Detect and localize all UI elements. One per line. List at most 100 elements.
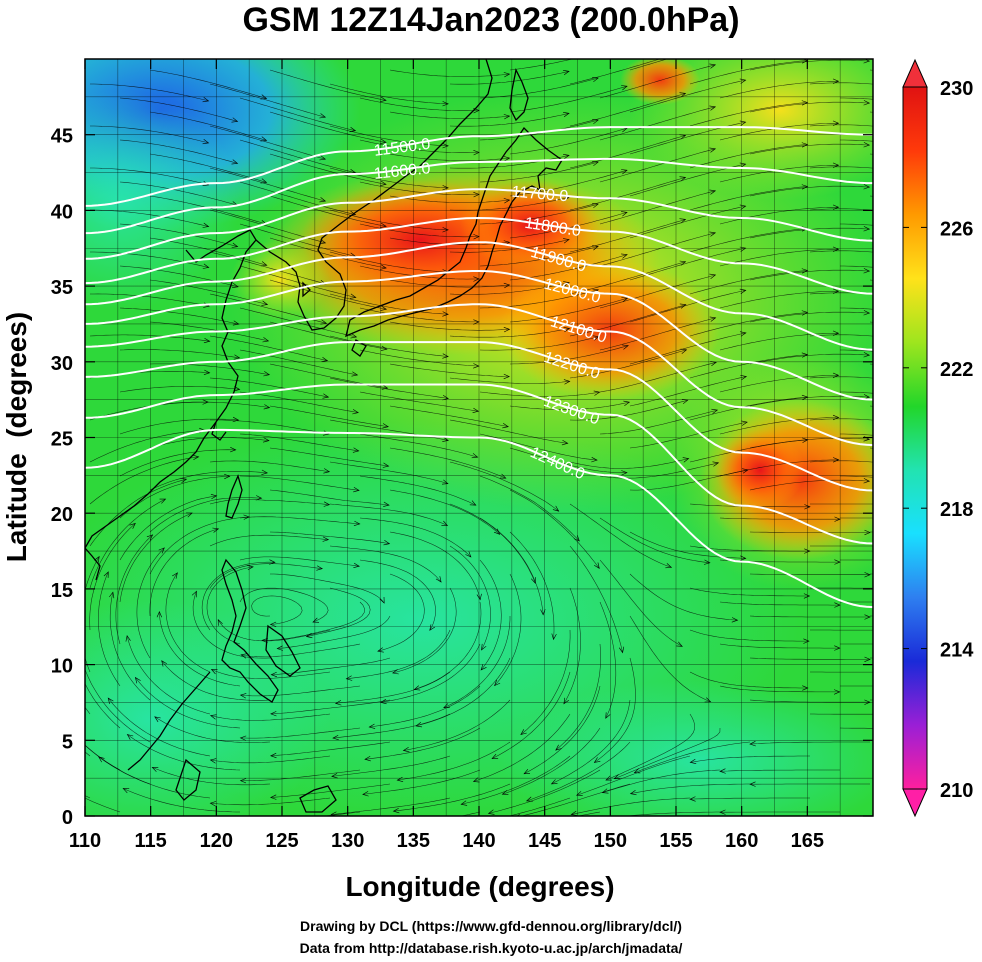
y-tick-label: 20: [51, 504, 73, 526]
streamline: [359, 559, 436, 631]
streamline: [239, 475, 360, 491]
streamline: [269, 153, 387, 185]
streamline: [809, 334, 873, 337]
streamline: [809, 418, 873, 421]
streamline: [389, 321, 510, 331]
streamline-arrow: [621, 169, 628, 175]
streamline-arrow: [801, 352, 809, 358]
streamline-arrow: [109, 591, 115, 599]
streamline-arrow: [229, 447, 237, 453]
streamline-arrow: [953, 110, 959, 115]
streamline-arrow: [740, 375, 748, 381]
streamline: [449, 419, 568, 444]
streamline: [749, 59, 870, 71]
streamline-arrow: [435, 576, 442, 583]
streamline: [154, 716, 271, 743]
streamline-arrow: [239, 778, 247, 784]
streamline-arrow: [833, 689, 841, 695]
x-tick-label: 125: [265, 830, 298, 852]
streamline: [840, 139, 873, 142]
streamline: [332, 713, 451, 739]
streamline-arrow: [593, 757, 601, 763]
streamline: [359, 475, 476, 506]
streamline: [269, 195, 387, 227]
streamline: [719, 206, 839, 225]
streamline-arrow: [322, 536, 330, 542]
streamline-arrow: [711, 408, 719, 414]
streamline: [271, 657, 391, 675]
streamline-arrow: [633, 768, 641, 774]
streamline: [119, 97, 238, 122]
streamline: [127, 734, 241, 771]
streamline: [594, 657, 636, 763]
streamline-arrow: [362, 791, 369, 797]
x-tick-label: 135: [397, 830, 430, 852]
streamline: [689, 228, 808, 253]
streamline: [123, 788, 240, 813]
streamline-arrow: [161, 660, 167, 667]
streamline-arrow: [801, 100, 809, 106]
streamline: [269, 111, 387, 143]
streamline: [749, 479, 870, 491]
streamline-arrow: [380, 698, 387, 705]
streamline: [749, 185, 870, 197]
streamline-arrow: [261, 469, 268, 475]
streamline: [369, 685, 481, 728]
y-tick-label: 35: [51, 277, 73, 299]
streamline-arrow: [832, 330, 840, 336]
streamline-arrow: [520, 729, 527, 735]
streamline: [749, 615, 870, 618]
streamline-arrow: [126, 734, 134, 740]
streamline-arrow: [270, 711, 277, 717]
streamline: [90, 83, 209, 102]
streamline-arrow: [679, 134, 687, 140]
streamline-arrow: [332, 734, 339, 741]
streamline-arrow: [471, 453, 479, 459]
streamline: [809, 166, 873, 169]
streamline-arrow: [955, 600, 961, 605]
streamline: [239, 433, 359, 452]
streamline: [555, 643, 601, 751]
streamline: [449, 113, 570, 127]
streamline-arrow: [601, 788, 609, 794]
streamline: [389, 405, 509, 427]
x-tick-label: 145: [528, 830, 561, 852]
streamline-arrow: [570, 810, 578, 816]
streamline-arrow: [676, 641, 683, 647]
streamline-arrow: [712, 461, 720, 467]
streamline: [329, 503, 448, 526]
streamline: [569, 177, 686, 211]
streamline-arrow: [802, 685, 809, 691]
streamline-arrow: [863, 226, 871, 232]
streamline-arrow: [239, 735, 247, 741]
streamline-arrow: [834, 602, 841, 608]
streamline-arrow: [613, 774, 621, 780]
streamline-arrow: [801, 184, 809, 190]
streamline: [599, 274, 716, 309]
streamline-arrow: [349, 293, 357, 299]
streamline: [239, 181, 356, 215]
streamline-arrow: [107, 697, 114, 704]
streamline: [119, 139, 238, 164]
streamline: [479, 203, 599, 225]
streamline-arrow: [622, 344, 629, 350]
colorbar-max-triangle: [902, 58, 928, 88]
streamline-arrow: [202, 139, 210, 145]
streamline: [322, 811, 361, 816]
streamline-arrow: [383, 540, 391, 546]
streamline-arrow: [563, 112, 570, 118]
streamline: [520, 629, 571, 735]
streamline: [809, 460, 873, 463]
streamline: [269, 489, 390, 506]
streamline: [331, 755, 451, 777]
streamline: [329, 461, 448, 484]
streamline: [569, 219, 686, 253]
streamline-arrow: [247, 565, 254, 571]
streamline-arrow: [680, 348, 688, 354]
streamline-arrow: [709, 273, 717, 279]
streamline-arrow: [262, 337, 270, 343]
streamline: [152, 767, 271, 786]
streamline: [364, 727, 481, 760]
streamline: [362, 769, 481, 795]
streamline: [392, 587, 457, 674]
